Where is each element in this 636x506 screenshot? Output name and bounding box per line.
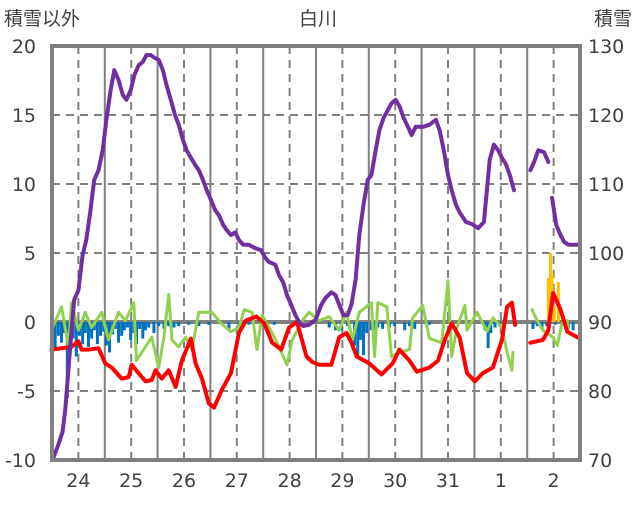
- blue-bar: [207, 322, 211, 325]
- blue-bar: [83, 322, 87, 334]
- blue-bar: [545, 322, 549, 327]
- blue-bar: [486, 322, 490, 349]
- blue-bar: [138, 322, 142, 329]
- blue-bar: [403, 322, 407, 331]
- blue-bar: [56, 322, 60, 336]
- blue-bar: [197, 322, 201, 327]
- blue-bar: [95, 322, 99, 345]
- orange-bar: [552, 305, 556, 322]
- blue-bar: [365, 322, 369, 334]
- blue-bar: [327, 322, 331, 328]
- y-right-tick-label: 70: [588, 450, 612, 472]
- blue-bar: [381, 322, 385, 329]
- blue-bar: [86, 322, 90, 347]
- y-right-tick-label: 90: [588, 312, 612, 334]
- y-right-tick-label: 100: [588, 243, 624, 265]
- blue-bar: [113, 322, 117, 329]
- blue-bar: [129, 322, 133, 340]
- snow-depth-series-line: [528, 148, 551, 173]
- blue-bar: [152, 322, 156, 334]
- snow-depth-series-line: [550, 195, 581, 247]
- x-tick-label: 27: [225, 470, 249, 492]
- blue-bar: [157, 322, 161, 327]
- x-tick-label: 24: [66, 470, 90, 492]
- blue-bar: [60, 322, 64, 343]
- left-axis-label: 積雪以外: [4, 8, 80, 30]
- blue-bar: [535, 322, 539, 327]
- y-left-tick-label: -10: [5, 450, 36, 472]
- blue-bar: [356, 322, 360, 357]
- blue-bar: [99, 322, 103, 336]
- lines: [49, 53, 581, 462]
- y-left-tick-label: 5: [24, 243, 36, 265]
- green-series-line: [50, 279, 515, 372]
- blue-bar: [413, 322, 417, 329]
- x-tick-label: 28: [278, 470, 302, 492]
- blue-bar: [358, 322, 362, 340]
- blue-bar: [74, 322, 78, 357]
- blue-bar: [393, 322, 397, 327]
- orange-bar: [546, 277, 550, 322]
- y-left-tick-label: 20: [12, 36, 36, 58]
- blue-bar: [117, 322, 121, 343]
- red-series-line: [49, 300, 518, 410]
- blue-bar: [167, 322, 171, 327]
- y-right-tick-label: 130: [588, 36, 624, 58]
- snow-depth-series-line: [50, 53, 516, 462]
- blue-bar: [187, 322, 191, 325]
- blue-bar: [90, 322, 94, 339]
- blue-bar: [553, 322, 557, 325]
- blue-bar: [493, 322, 497, 328]
- blue-bar: [81, 322, 85, 345]
- blue-bar: [362, 322, 366, 356]
- green-series-line: [530, 308, 570, 347]
- blue-bar: [126, 322, 130, 328]
- blue-bar: [571, 322, 575, 331]
- x-tick-label: 25: [119, 470, 143, 492]
- blue-bar: [143, 322, 147, 331]
- x-tick-label: 1: [495, 470, 507, 492]
- x-tick-label: 30: [383, 470, 407, 492]
- orange-bar: [548, 253, 552, 322]
- blue-bar: [373, 322, 377, 335]
- blue-bar: [53, 322, 57, 350]
- blue-bar: [177, 322, 181, 327]
- right-axis-label: 積雪: [594, 8, 632, 30]
- plot-frame: [50, 44, 582, 462]
- blue-bar: [428, 322, 432, 325]
- y-right-tick-label: 120: [588, 105, 624, 127]
- blue-bar: [540, 322, 544, 329]
- red-series-line: [528, 291, 580, 345]
- y-left-tick-label: 10: [12, 174, 36, 196]
- blue-bar: [531, 322, 535, 329]
- x-tick-label: 29: [330, 470, 354, 492]
- x-tick-label: 2: [548, 470, 560, 492]
- y-left-tick-label: 0: [24, 312, 36, 334]
- blue-bar: [172, 322, 176, 328]
- y-left-tick-label: -5: [17, 381, 36, 403]
- blue-bar: [147, 322, 151, 328]
- blue-bar: [489, 322, 493, 334]
- blue-bar: [247, 322, 251, 325]
- y-left-tick-label: 15: [12, 105, 36, 127]
- y-right-tick-label: 110: [588, 174, 624, 196]
- blue-bar: [407, 322, 411, 327]
- blue-bar: [122, 322, 126, 331]
- chart-title: 白川: [299, 8, 337, 30]
- y-right-tick-label: 80: [588, 381, 612, 403]
- blue-bar: [227, 322, 231, 329]
- x-tick-label: 26: [172, 470, 196, 492]
- blue-bar: [141, 322, 145, 339]
- x-tick-label: 31: [436, 470, 460, 492]
- blue-bar: [120, 322, 124, 336]
- grid: [52, 46, 580, 460]
- blue-bar: [272, 322, 276, 325]
